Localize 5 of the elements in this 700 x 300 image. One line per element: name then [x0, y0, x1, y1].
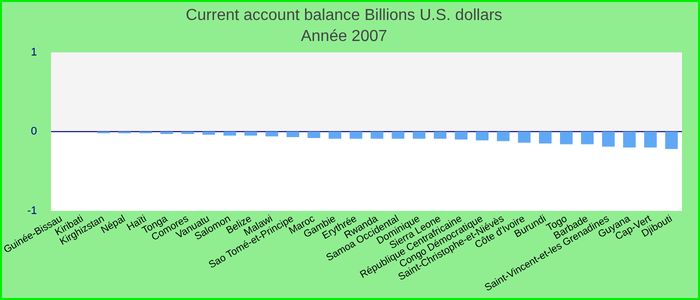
y-tick-label: 1: [30, 46, 37, 58]
y-tick-label: 0: [30, 126, 37, 138]
chart-title: Current account balance Billions U.S. dollars: [186, 7, 502, 24]
chart-subtitle: Année 2007: [300, 28, 388, 46]
y-tick-label: -1: [27, 204, 37, 217]
